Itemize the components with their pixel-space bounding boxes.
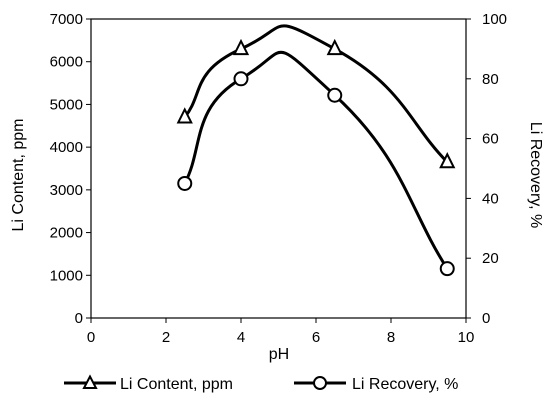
circle-marker: [327, 87, 343, 103]
triangle-marker: [232, 38, 250, 56]
plot-border: [90, 18, 467, 319]
left-tick-label: 2000: [50, 225, 83, 242]
plot-area: [90, 18, 467, 319]
series-layer: [176, 24, 456, 277]
x-tick-label: 0: [87, 329, 95, 346]
legend-label-li-content: Li Content, ppm: [120, 376, 233, 393]
triangle-marker: [176, 107, 193, 124]
x-tick-label: 6: [312, 329, 320, 346]
right-tick-label: 100: [482, 11, 507, 28]
left-tick-label: 5000: [50, 96, 83, 113]
left-axis-title: Li Content, ppm: [10, 119, 27, 232]
left-axis: 0 1000 2000 3000 4000 5000 6000 7000: [50, 11, 91, 327]
right-tick-label: 20: [482, 250, 499, 267]
left-tick-label: 4000: [50, 139, 83, 156]
x-tick-label: 10: [458, 329, 475, 346]
right-axis-title: Li Recovery, %: [527, 122, 544, 228]
x-axis: 0 2 4 6 8 10: [87, 318, 475, 346]
legend: Li Content, ppm Li Recovery, %: [64, 374, 458, 393]
series-line: [183, 24, 449, 164]
x-axis-title: pH: [269, 346, 289, 363]
legend-label-li-recovery: Li Recovery, %: [352, 376, 458, 393]
left-tick-label: 6000: [50, 54, 83, 71]
x-tick-label: 4: [237, 329, 245, 346]
right-axis: 0 20 40 60 80 100: [466, 11, 507, 327]
left-tick-label: 0: [75, 310, 83, 327]
right-tick-label: 60: [482, 131, 499, 148]
series-1: [176, 24, 456, 169]
series-line: [183, 50, 449, 270]
circle-marker: [177, 175, 193, 191]
triangle-marker: [326, 38, 343, 56]
x-tick-label: 8: [387, 329, 395, 346]
series-2: [177, 50, 455, 277]
circle-marker: [439, 261, 455, 277]
x-tick-label: 2: [162, 329, 170, 346]
triangle-marker: [439, 152, 456, 169]
left-tick-label: 7000: [50, 11, 83, 28]
legend-marker-circle: [313, 376, 327, 390]
left-tick-label: 1000: [50, 267, 83, 284]
circle-marker: [233, 71, 249, 87]
right-tick-label: 40: [482, 190, 499, 207]
right-tick-label: 0: [482, 310, 490, 327]
legend-marker-triangle: [82, 374, 98, 389]
right-tick-label: 80: [482, 71, 499, 88]
left-tick-label: 3000: [50, 182, 83, 199]
